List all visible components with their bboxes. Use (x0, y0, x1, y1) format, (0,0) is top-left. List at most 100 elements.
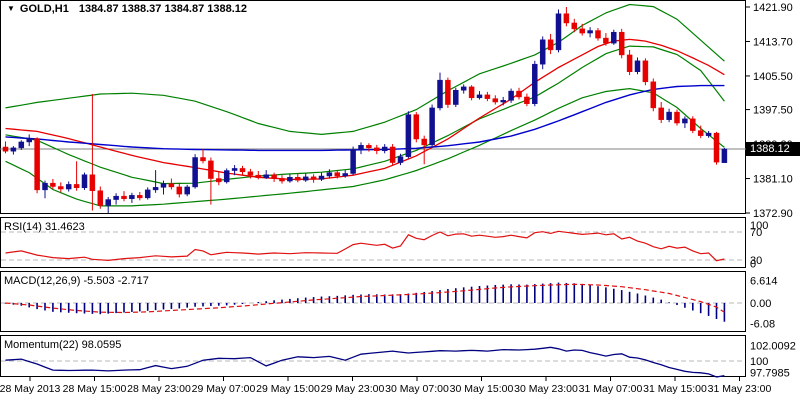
bull-candle (358, 145, 364, 150)
bull-candle (113, 195, 119, 200)
bull-candle (342, 173, 348, 177)
time-scale[interactable]: 28 May 2013 28 May 15:00 28 May 23:00 29 Ma… (0, 376, 771, 396)
macd-scale-label: 6.614 (750, 276, 778, 288)
bear-candle (579, 28, 585, 34)
bear-candle (2, 146, 9, 152)
bear-candle (137, 195, 143, 199)
bull-candle (26, 138, 32, 143)
momentum-panel-frame (0, 335, 746, 377)
bull-candle (405, 114, 412, 157)
price-scale[interactable]: 1421.901413.701405.501397.501389.301381.… (746, 2, 793, 220)
bear-candle (121, 195, 127, 199)
bull-candle (381, 146, 388, 152)
bull-candle (129, 195, 135, 199)
bull-candle (508, 90, 514, 101)
bull-candle (184, 186, 190, 195)
main-panel-frame (0, 0, 746, 214)
bear-candle (73, 184, 80, 189)
bull-candle (302, 176, 309, 181)
momentum-scale-label: 97.7985 (750, 368, 790, 380)
bull-candle (263, 174, 269, 178)
bull-candle (144, 189, 151, 199)
rsi-scale-label: 70 (750, 227, 762, 239)
momentum-indicator-label: Momentum(22) 98.0595 (4, 339, 122, 351)
bull-candle (705, 132, 712, 136)
time-tick-label: 30 May 23:00 (514, 383, 578, 395)
macd-panel-frame (0, 271, 746, 332)
bull-candle (555, 13, 562, 51)
bear-candle (239, 168, 246, 173)
bear-candle (571, 22, 578, 30)
bear-candle (563, 13, 570, 24)
bull-candle (666, 111, 672, 120)
time-tick-label: 28 May 15:00 (63, 383, 127, 395)
bear-candle (484, 94, 491, 99)
bear-candle (618, 31, 625, 56)
bull-candle (429, 107, 435, 146)
bear-candle (176, 186, 183, 195)
bear-candle (690, 118, 696, 131)
bear-candle (658, 107, 664, 120)
rsi-scale-label: 100 (750, 220, 768, 232)
bull-candle (682, 118, 688, 124)
macd-scale-label: 0.00 (750, 298, 771, 310)
bull-candle (350, 149, 356, 174)
bear-candle (208, 160, 214, 179)
time-tick-label: 29 May 07:00 (192, 383, 256, 395)
bull-candle (326, 172, 333, 177)
price-tick-label: 1372.90 (753, 208, 793, 220)
momentum-scale-label: 102.0092 (750, 341, 796, 353)
bull-candle (81, 174, 88, 189)
bear-candle (89, 174, 96, 191)
price-tick-label: 1381.10 (753, 174, 793, 186)
bear-candle (34, 138, 40, 191)
bull-candle (42, 182, 48, 191)
bull-candle (287, 177, 293, 182)
bear-candle (50, 182, 56, 187)
bear-candle (334, 172, 341, 177)
bull-candle (105, 199, 111, 206)
bull-candle (500, 100, 506, 103)
bear-candle (216, 178, 222, 183)
macd-indicator-label: MACD(12,26,9) -5.503 -2.717 (4, 275, 149, 287)
momentum-scale-label: 100 (750, 356, 768, 368)
bull-candle (539, 39, 546, 65)
bull-candle (587, 30, 593, 34)
bear-candle (421, 138, 427, 146)
symbol-period-label: GOLD,H1 (19, 3, 69, 15)
bear-candle (200, 157, 206, 162)
bull-candle (476, 94, 483, 99)
bull-candle (10, 147, 17, 152)
time-tick-label: 28 May 23:00 (127, 383, 191, 395)
panel-borders (0, 0, 746, 377)
bull-candle (460, 86, 467, 91)
rsi-scale-label: 0 (750, 259, 756, 271)
bear-candle (650, 81, 657, 109)
time-tick-label: 28 May 2013 (0, 383, 61, 395)
time-tick-label: 30 May 07:00 (385, 383, 449, 395)
bear-candle (389, 146, 396, 163)
chevron-down-icon[interactable]: ▼ (7, 4, 15, 13)
bull-candle (18, 141, 25, 149)
time-tick-label: 30 May 15:00 (450, 383, 514, 395)
macd-panel[interactable]: 6.614 0.00 -6.08 (1, 276, 778, 331)
bear-candle (97, 190, 104, 206)
bear-candle (58, 186, 64, 190)
bear-candle (295, 177, 301, 181)
price-tick-label: 1413.70 (753, 36, 793, 48)
price-tick-label: 1421.90 (753, 2, 793, 14)
main-chart-panel[interactable] (0, 3, 746, 207)
bear-candle (674, 111, 680, 124)
bull-candle (152, 187, 159, 191)
bear-candle (168, 183, 175, 188)
bull-candle (160, 183, 167, 188)
time-tick-label: 29 May 23:00 (321, 383, 385, 395)
bear-candle (247, 171, 254, 176)
bear-candle (595, 30, 601, 39)
chart-title: ▼ GOLD,H1 1384.87 1388.37 1384.87 1388.12 (7, 3, 247, 16)
bull-candle (721, 148, 728, 163)
